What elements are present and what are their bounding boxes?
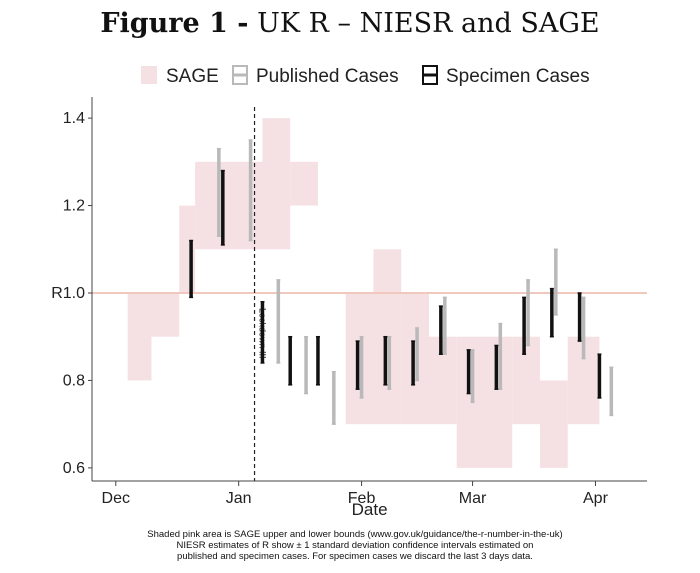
sage-band-segment bbox=[127, 293, 152, 381]
y-tick-label: R1.0 bbox=[51, 285, 85, 302]
x-tick-label: Jan bbox=[226, 490, 252, 507]
x-tick-label: Apr bbox=[583, 490, 609, 507]
legend-label-sage: SAGE bbox=[166, 66, 219, 87]
legend-swatch-specimen bbox=[422, 65, 438, 85]
figure-number: Figure 1 - bbox=[100, 8, 249, 39]
x-axis-ticks: Dec Jan Feb Mar Apr bbox=[102, 481, 609, 507]
x-tick-label: Feb bbox=[348, 490, 376, 507]
x-tick-label: Mar bbox=[459, 490, 487, 507]
y-tick-label: 0.6 bbox=[63, 460, 85, 477]
footnote-line: NIESR estimates of R show ± 1 standard d… bbox=[176, 540, 534, 551]
sage-band-segment bbox=[401, 293, 429, 425]
sage-band-segment bbox=[345, 293, 374, 425]
sage-band-segment bbox=[539, 380, 568, 468]
sage-band-segment bbox=[151, 293, 180, 337]
x-tick-label: Dec bbox=[102, 490, 130, 507]
x-axis-title: Date bbox=[352, 500, 388, 519]
series-layer bbox=[189, 139, 614, 425]
series-published-cases bbox=[216, 139, 614, 425]
axes: 0.6 0.8 R1.0 1.2 1.4 Dec Jan Feb Mar Apr Date bbox=[51, 97, 647, 519]
footnote: Shaded pink area is SAGE upper and lower… bbox=[120, 529, 590, 562]
legend-swatch-sage bbox=[141, 66, 157, 84]
y-axis-ticks: 0.6 0.8 R1.0 1.2 1.4 bbox=[51, 110, 92, 477]
figure-title: Figure 1 - UK R – NIESR and SAGE bbox=[0, 8, 700, 39]
legend-label-published: Published Cases bbox=[256, 66, 399, 87]
footnote-line: published and specimen cases. For specim… bbox=[177, 551, 533, 562]
sage-band-segment bbox=[195, 161, 263, 250]
figure-title-text: UK R – NIESR and SAGE bbox=[257, 8, 600, 39]
y-tick-label: 0.8 bbox=[63, 372, 85, 389]
sage-band-segment bbox=[512, 336, 540, 425]
sage-band-segment bbox=[262, 118, 291, 250]
y-tick-label: 1.4 bbox=[63, 110, 85, 127]
y-tick-label: 1.2 bbox=[63, 198, 85, 215]
legend-label-specimen: Specimen Cases bbox=[446, 66, 590, 87]
legend: SAGE Published Cases Specimen Cases bbox=[141, 65, 590, 87]
legend-swatch-published bbox=[232, 65, 248, 85]
footnote-line: Shaded pink area is SAGE upper and lower… bbox=[147, 529, 563, 540]
sage-band-segment bbox=[428, 336, 457, 425]
series-specimen-cases bbox=[189, 169, 602, 399]
sage-band-segment bbox=[456, 336, 513, 468]
sage-band-segment bbox=[290, 161, 318, 206]
